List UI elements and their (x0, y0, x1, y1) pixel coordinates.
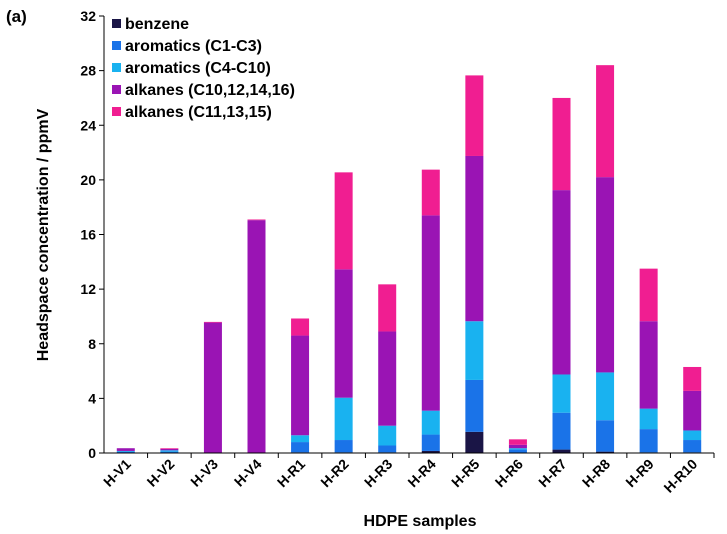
bar-segment-h-r9-s1 (639, 429, 658, 453)
y-tick-label-8: 8 (88, 336, 96, 352)
bar-segment-h-r2-s2 (334, 397, 353, 441)
bar-segment-h-r8-s2 (596, 372, 615, 421)
bar-segment-h-r6-s4 (508, 439, 527, 445)
bar-segment-h-r9-s2 (639, 408, 658, 430)
x-tick-label-h-r3: H-R3 (361, 456, 396, 491)
y-tick-label-12: 12 (80, 281, 96, 297)
x-tick-label-h-v3: H-V3 (187, 456, 221, 490)
bar-segment-h-r9-s3 (639, 321, 658, 409)
bar-segment-h-v2-s3 (160, 448, 179, 451)
legend-swatch-3 (112, 85, 121, 94)
bar-segment-h-v2-s1 (160, 451, 179, 453)
y-tick-label-24: 24 (80, 117, 96, 133)
bar-segment-h-r7-s0 (552, 449, 571, 453)
x-tick-label-h-r10: H-R10 (660, 456, 700, 496)
x-tick-label-h-r8: H-R8 (579, 456, 614, 491)
bar-segment-h-r1-s1 (291, 442, 310, 453)
bar-segment-h-r1-s2 (291, 435, 310, 443)
legend-label-0: benzene (125, 16, 189, 33)
bar-segment-h-r9-s4 (639, 268, 658, 322)
bar-segment-h-v1-s3 (116, 448, 135, 451)
bar-segment-h-r4-s3 (421, 215, 440, 411)
y-tick-label-4: 4 (88, 390, 96, 406)
bar-segment-h-v4-s4 (247, 219, 266, 221)
bar-segment-h-v3-s3 (203, 322, 222, 453)
bar-segment-h-r8-s1 (596, 420, 615, 452)
bar-segment-h-r4-s1 (421, 434, 440, 451)
legend-swatch-2 (112, 63, 121, 72)
legend-label-1: aromatics (C1-C3) (125, 38, 262, 55)
bar-segment-h-r10-s3 (683, 390, 702, 431)
bar-segment-h-r8-s4 (596, 65, 615, 178)
bar-segment-h-v1-s1 (116, 451, 135, 453)
y-tick-label-16: 16 (80, 227, 96, 243)
bar-segment-h-r10-s4 (683, 366, 702, 391)
x-tick-label-h-r7: H-R7 (535, 456, 570, 491)
x-tick-label-h-v2: H-V2 (144, 456, 178, 490)
bar-segment-h-r3-s2 (378, 425, 397, 446)
x-tick-label-h-r2: H-R2 (317, 456, 352, 491)
bar-segment-h-r4-s2 (421, 410, 440, 435)
bar-segment-h-r2-s1 (334, 440, 353, 453)
bar-segment-h-r6-s3 (508, 444, 527, 449)
x-tick-label-h-r5: H-R5 (448, 456, 483, 491)
y-tick-label-28: 28 (80, 63, 96, 79)
panel-label: (a) (6, 7, 27, 26)
bar-segment-h-r7-s3 (552, 190, 571, 375)
y-tick-label-32: 32 (80, 8, 96, 24)
bar-segment-h-r10-s1 (683, 440, 702, 453)
bar-segment-h-r10-s2 (683, 430, 702, 441)
legend-swatch-4 (112, 107, 121, 116)
bar-segment-h-r5-s3 (465, 155, 484, 322)
bar-segment-h-r3-s4 (378, 284, 397, 332)
x-tick-label-h-r1: H-R1 (274, 456, 309, 491)
bar-segment-h-r1-s4 (291, 318, 310, 336)
legend: benzene aromatics (C1-C3) aromatics (C4-C1… (112, 16, 295, 121)
bar-segment-h-r3-s3 (378, 331, 397, 426)
legend-label-2: aromatics (C4-C10) (125, 60, 271, 77)
y-tick-label-20: 20 (80, 172, 96, 188)
bar-segment-h-v4-s3 (247, 220, 266, 453)
bar-segment-h-r7-s1 (552, 412, 571, 450)
x-tick-label-h-v4: H-V4 (231, 456, 265, 490)
bar-segment-h-r6-s1 (508, 449, 527, 453)
bar-segment-h-r2-s3 (334, 269, 353, 398)
bar-segment-h-r7-s2 (552, 374, 571, 413)
bar-segment-h-r3-s1 (378, 445, 397, 453)
y-tick-label-0: 0 (88, 445, 96, 461)
legend-swatch-0 (112, 19, 121, 28)
bar-segment-h-r7-s4 (552, 97, 571, 191)
bar-segment-h-r5-s4 (465, 75, 484, 156)
bar-segment-h-r8-s3 (596, 177, 615, 373)
bar-segment-h-r8-s0 (596, 451, 615, 453)
plot-area: 0 4 8 12 16 20 24 28 32 H-V1 H-V2 H-V3 H-V4 H-R1 H-R2 H… (80, 8, 715, 496)
bar-segment-h-v2-s2 (160, 450, 179, 452)
bar-segment-h-r5-s0 (465, 431, 484, 453)
bar-segment-h-r5-s1 (465, 379, 484, 432)
bar-segment-h-r5-s2 (465, 321, 484, 380)
legend-label-4: alkanes (C11,13,15) (125, 104, 272, 121)
bar-segment-h-r1-s3 (291, 335, 310, 436)
x-tick-label-h-v1: H-V1 (100, 456, 134, 490)
y-axis-title: Headspace concentration / ppmV (35, 108, 52, 361)
bar-segment-h-r4-s0 (421, 450, 440, 453)
bar-segment-h-r4-s4 (421, 169, 440, 216)
x-tick-label-h-r6: H-R6 (492, 456, 527, 491)
legend-swatch-1 (112, 41, 121, 50)
bar-segment-h-v2-s4 (160, 448, 179, 449)
legend-label-3: alkanes (C10,12,14,16) (125, 82, 295, 99)
bar-segment-h-r6-s2 (508, 448, 527, 450)
bar-segment-h-v3-s4 (203, 321, 222, 323)
bar-segment-h-r2-s4 (334, 172, 353, 270)
x-tick-label-h-r4: H-R4 (404, 456, 439, 491)
bar-segment-h-v1-s2 (116, 450, 135, 452)
x-axis-title: HDPE samples (364, 513, 477, 530)
x-tick-label-h-r9: H-R9 (622, 456, 657, 491)
